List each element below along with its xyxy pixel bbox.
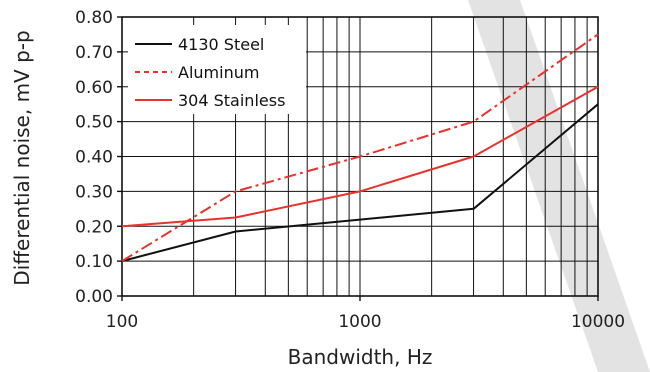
legend-label-304-stainless: 304 Stainless bbox=[178, 91, 285, 110]
series-line-304-stainless bbox=[121, 85, 599, 228]
y-tick-label: 0.20 bbox=[75, 217, 113, 237]
y-axis-label: Differential noise, mV p-p bbox=[10, 30, 34, 285]
y-tick-label: 0.00 bbox=[75, 287, 113, 307]
legend-label-4130-steel: 4130 Steel bbox=[178, 35, 264, 54]
y-tick-label: 0.80 bbox=[75, 8, 113, 28]
x-axis-ticks: 100 1000 10000 bbox=[106, 296, 625, 332]
x-tick-label: 100 bbox=[106, 312, 138, 332]
grid bbox=[122, 17, 598, 296]
y-tick-label: 0.30 bbox=[75, 182, 113, 202]
y-tick-label: 0.50 bbox=[75, 113, 113, 133]
x-tick-label: 10000 bbox=[571, 312, 625, 332]
y-axis-ticks: 0.00 0.10 0.20 0.30 0.40 0.50 0.60 0.70 0.80 bbox=[75, 8, 122, 307]
y-tick-label: 0.60 bbox=[75, 78, 113, 98]
x-axis-label: Bandwidth, Hz bbox=[288, 345, 433, 369]
y-tick-label: 0.10 bbox=[75, 252, 113, 272]
y-tick-label: 0.70 bbox=[75, 43, 113, 63]
x-tick-label: 1000 bbox=[338, 312, 381, 332]
series-lines bbox=[121, 33, 599, 263]
legend-label-aluminum: Aluminum bbox=[178, 63, 259, 82]
legend: 4130 Steel Aluminum 304 Stainless bbox=[128, 25, 306, 114]
series-line-4130-steel bbox=[121, 103, 599, 263]
y-tick-label: 0.40 bbox=[75, 148, 113, 168]
